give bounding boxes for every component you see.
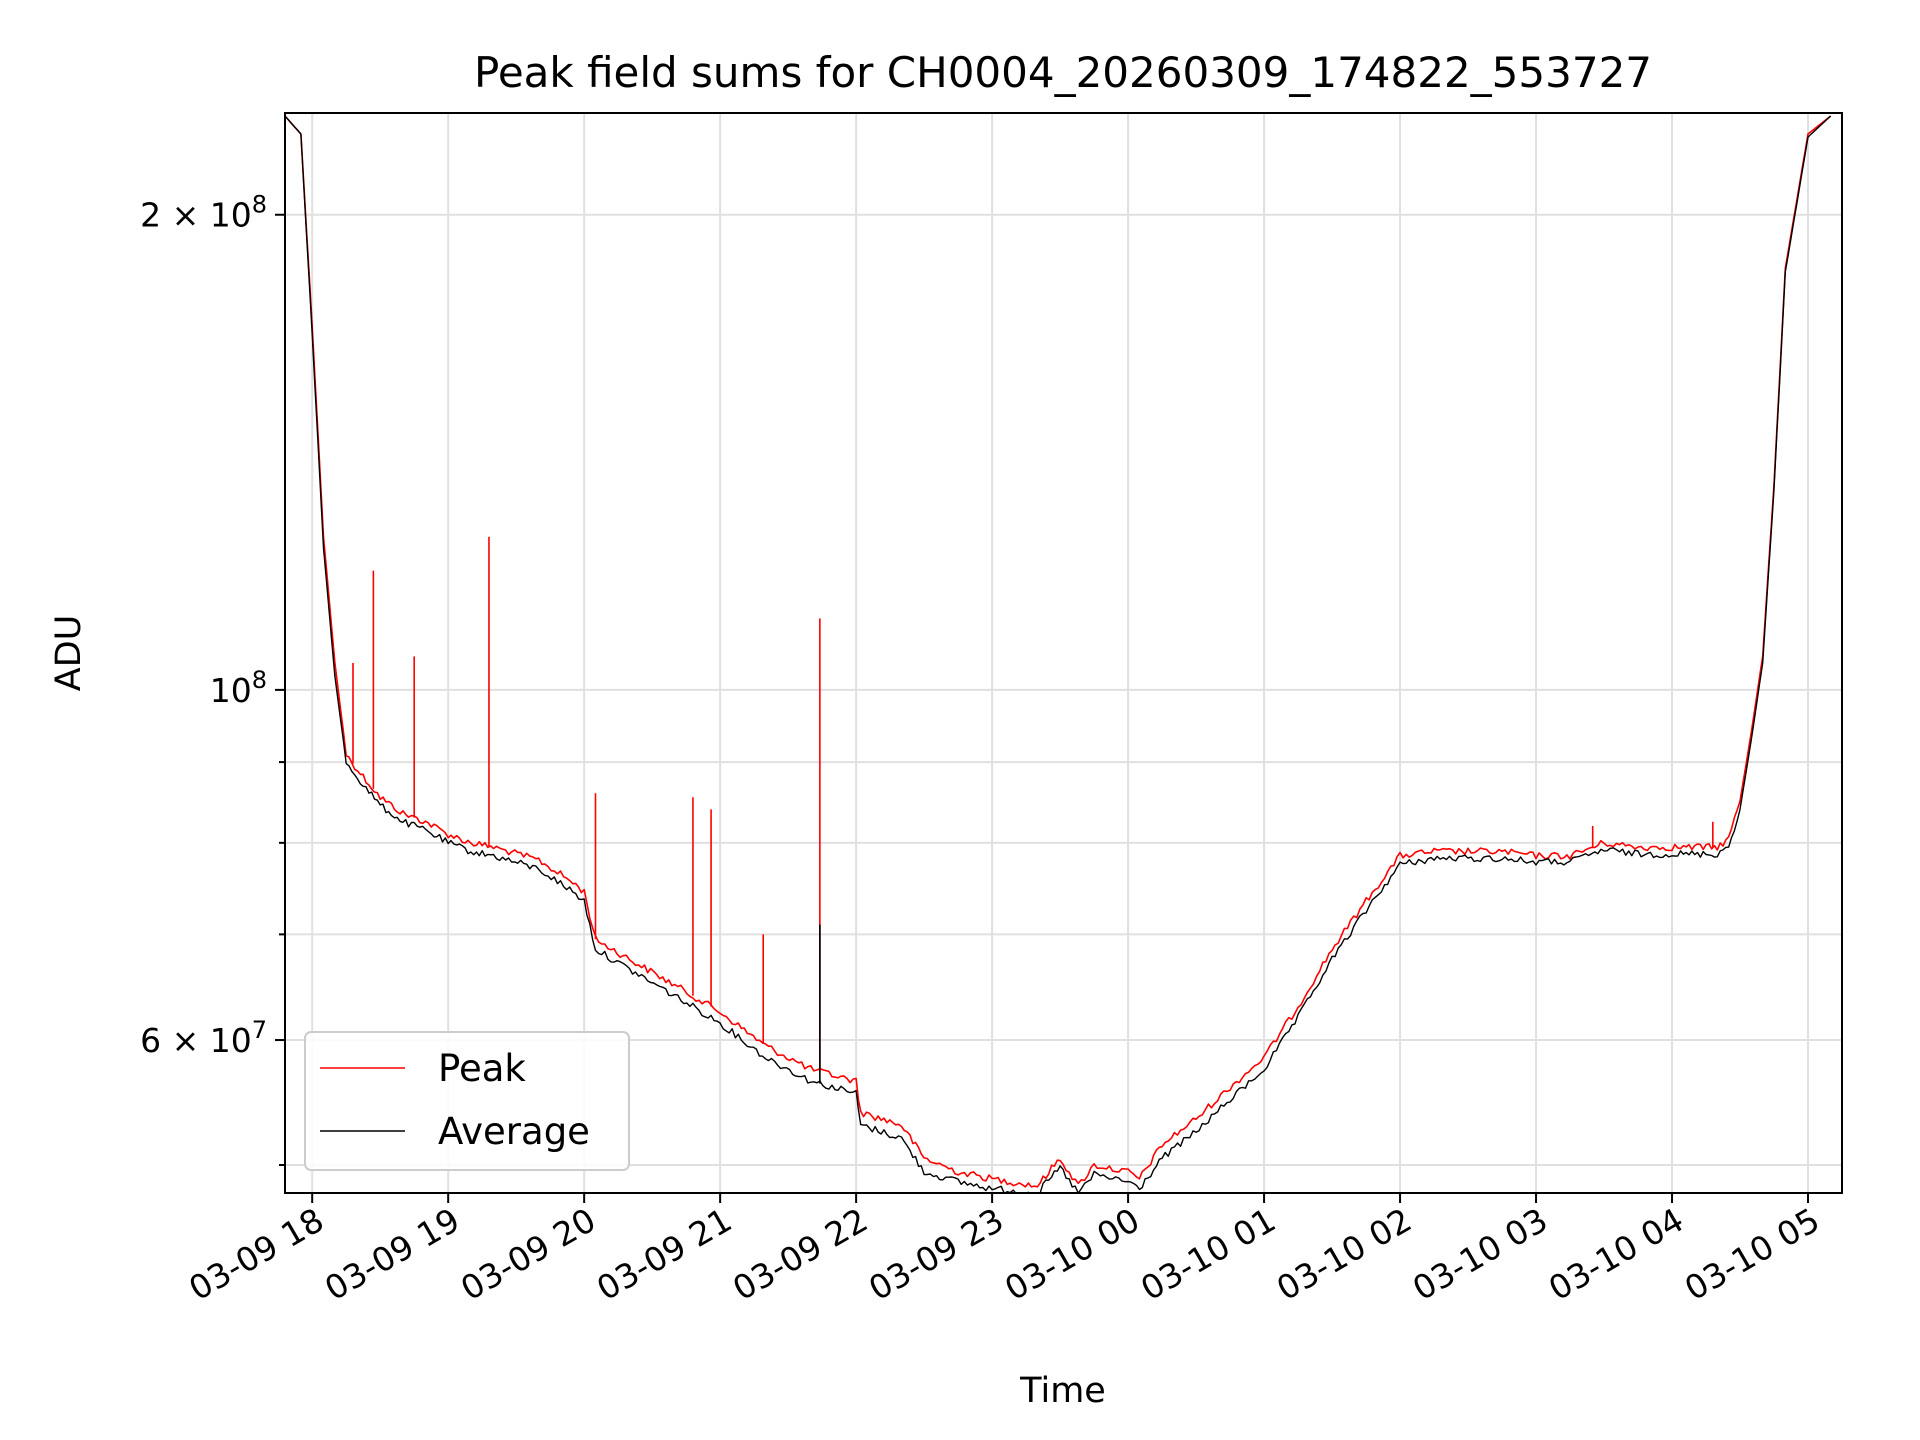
legend-label-peak: Peak xyxy=(438,1047,526,1090)
series-line-average xyxy=(285,115,1832,1193)
legend-label-average: Average xyxy=(438,1110,590,1153)
y-tick-label: 6 × 107 xyxy=(140,1016,267,1060)
series-line-peak xyxy=(285,115,1832,1188)
y-axis-label: ADU xyxy=(49,615,89,692)
legend-box xyxy=(304,1031,630,1171)
gridlines xyxy=(285,113,1842,1193)
series-layer xyxy=(285,115,1832,1193)
chart-title: Peak field sums for CH0004_20260309_1748… xyxy=(474,48,1652,97)
y-tick-label: 108 xyxy=(210,666,267,710)
plot-frame xyxy=(284,112,1843,1194)
y-tick-label: 2 × 108 xyxy=(140,191,267,235)
legend: Peak Average xyxy=(304,1031,630,1171)
x-axis-label: Time xyxy=(1019,1371,1106,1411)
